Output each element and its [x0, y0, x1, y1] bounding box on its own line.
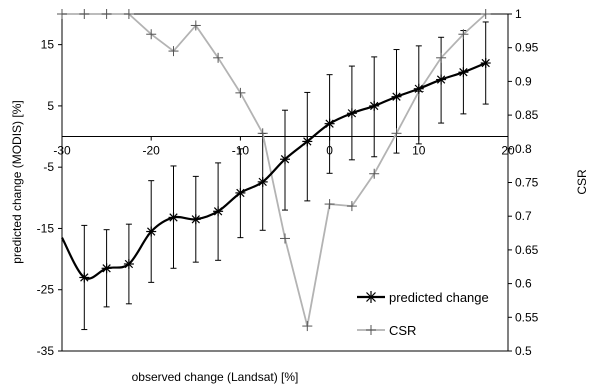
legend-marker-plus — [366, 325, 376, 335]
predicted-change-point — [257, 176, 268, 187]
y2-tick-label: 0.75 — [515, 176, 539, 190]
series-line-predicted-change — [61, 62, 487, 280]
predicted-change-point — [302, 136, 313, 147]
y2-tick-label: 0.9 — [515, 74, 532, 88]
y2-tick-label: 0.8 — [515, 142, 532, 156]
legend-label-csr: CSR — [389, 323, 416, 338]
csr-point — [436, 52, 447, 63]
predicted-change-point — [146, 226, 157, 237]
x-tick-label: 0 — [326, 144, 333, 158]
y2-tick-label: 0.55 — [515, 310, 539, 324]
csr-point — [391, 128, 402, 139]
legend: predicted change CSR — [357, 290, 489, 338]
legend-entry-csr: CSR — [357, 323, 416, 338]
legend-asterisk — [365, 291, 377, 303]
csr-point — [190, 20, 201, 31]
y-tick-label: -35 — [37, 344, 55, 358]
y2-tick-label: 1 — [515, 7, 522, 21]
csr-point — [213, 52, 224, 63]
y-tick-label: -5 — [43, 160, 54, 174]
y2-tick-label: 0.5 — [515, 344, 532, 358]
series-lines — [61, 13, 487, 327]
predicted-change-point — [280, 154, 290, 165]
predicted-change-point — [436, 74, 447, 85]
series-markers — [57, 9, 491, 332]
y2-tick-label: 0.65 — [515, 243, 539, 257]
tick-labels: -30 -20 -10 0 10 20 -35 -25 -15 -5 5 15 0.5 0.55 0.6 0.… — [37, 7, 539, 358]
y2-tick-label: 0.95 — [515, 41, 539, 55]
y2-tick-label: 0.6 — [515, 277, 532, 291]
predicted-change-point — [480, 58, 491, 69]
y-tick-label: 5 — [47, 99, 54, 113]
csr-point — [302, 321, 313, 332]
csr-point — [458, 29, 469, 40]
y2-tick-label: 0.85 — [515, 108, 539, 122]
y2-tick-label: 0.7 — [515, 209, 532, 223]
x-tick-label: -20 — [143, 144, 161, 158]
predicted-change-point — [369, 100, 380, 111]
y-tick-label: 15 — [41, 38, 55, 52]
predicted-change-point — [213, 206, 224, 217]
predicted-change-point — [391, 91, 402, 102]
csr-point — [123, 9, 134, 19]
predicted-change-point — [235, 187, 246, 198]
csr-point — [280, 233, 290, 244]
csr-point — [235, 87, 246, 98]
y-tick-label: -15 — [37, 221, 55, 235]
error-bars — [81, 21, 489, 331]
y-tick-label: -25 — [37, 283, 55, 297]
csr-point — [324, 199, 335, 210]
csr-point — [168, 46, 179, 57]
legend-entry-predicted-change: predicted change — [357, 290, 489, 305]
predicted-change-point — [458, 67, 469, 78]
predicted-change-point — [346, 108, 357, 119]
csr-point — [369, 168, 380, 179]
y-axis-title: predicted change (MODIS) [%] — [10, 100, 24, 263]
csr-point — [257, 128, 268, 139]
csr-point — [146, 29, 157, 40]
x-tick-label: -30 — [53, 144, 71, 158]
predicted-change-point — [79, 272, 90, 283]
x-tick-label: 20 — [501, 144, 515, 158]
csr-point — [101, 9, 112, 19]
predicted-change-point — [168, 212, 179, 223]
y2-axis-title: CSR — [575, 169, 589, 195]
predicted-change-point — [101, 263, 112, 274]
legend-label-predicted-change: predicted change — [389, 290, 489, 305]
csr-point — [57, 9, 67, 19]
csr-point — [346, 201, 357, 212]
csr-point — [480, 9, 491, 19]
csr-point — [79, 9, 90, 19]
predicted-change-point — [413, 83, 424, 94]
legend-marker-asterisk — [365, 291, 377, 303]
predicted-change-point — [123, 258, 134, 269]
predicted-change-point — [324, 118, 335, 129]
series-line-csr — [62, 13, 487, 327]
error-bar — [304, 91, 311, 202]
x-tick-label: -10 — [232, 144, 250, 158]
x-axis-title: observed change (Landsat) [%] — [132, 370, 299, 384]
predicted-change-point — [190, 214, 201, 225]
x-tick-label: 10 — [412, 144, 426, 158]
